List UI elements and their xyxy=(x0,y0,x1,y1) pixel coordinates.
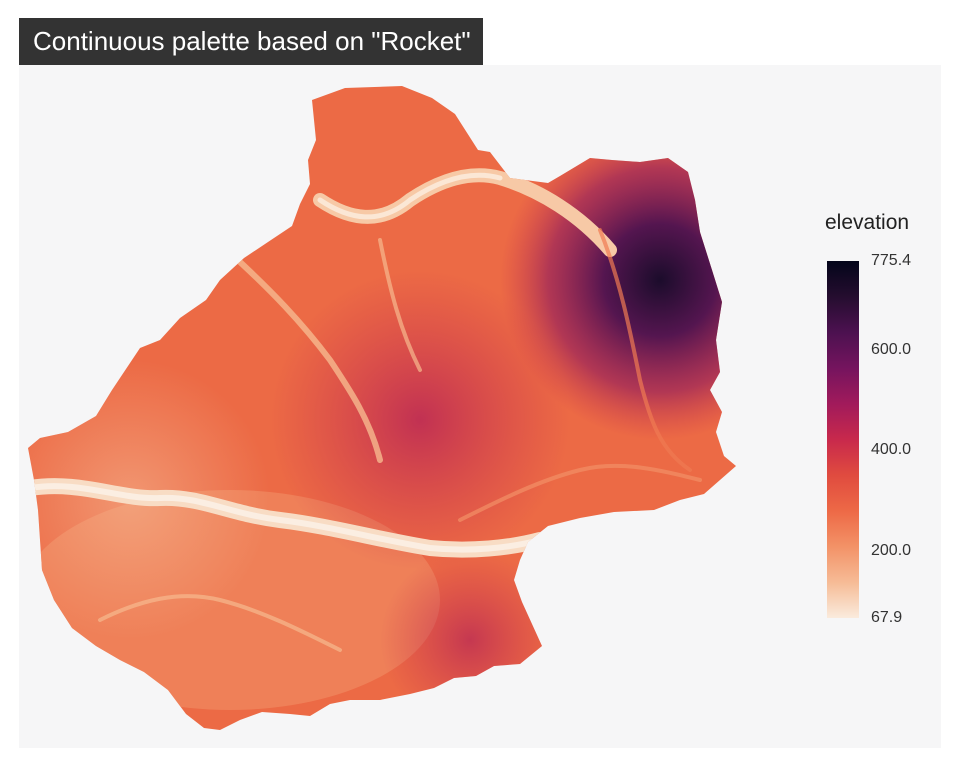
elevation-raster xyxy=(28,86,736,730)
legend-label-600: 600.0 xyxy=(871,340,912,358)
legend-label-200: 200.0 xyxy=(871,542,912,560)
map-title: Continuous palette based on "Rocket" xyxy=(19,18,483,65)
legend-label-400: 400.0 xyxy=(871,441,912,459)
legend-label-min: 67.9 xyxy=(871,609,903,626)
legend-label-max: 775.4 xyxy=(871,252,912,269)
legend-title: elevation xyxy=(825,211,910,234)
legend-colorbar xyxy=(827,261,859,618)
river-valleys xyxy=(28,168,702,652)
